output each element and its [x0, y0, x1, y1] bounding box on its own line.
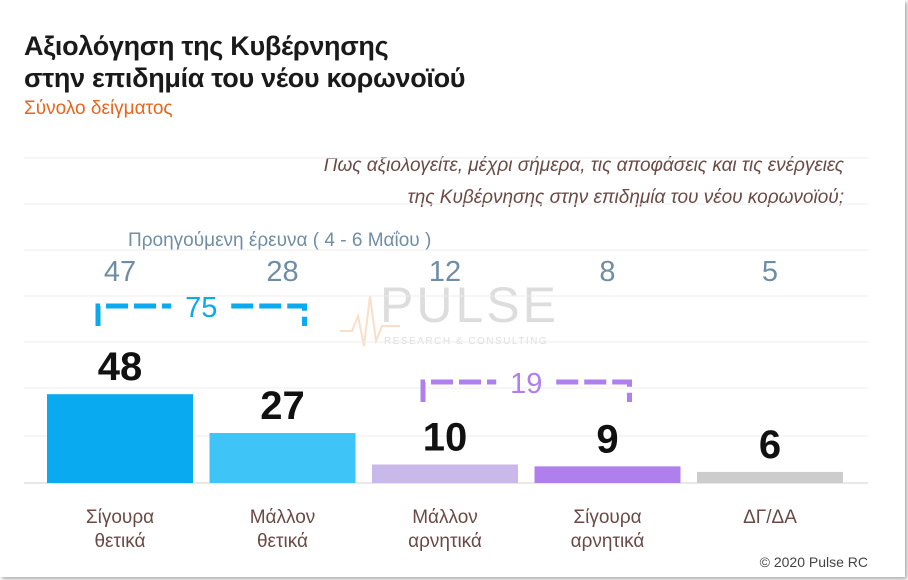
survey-question-line-2: της Κυβέρνησης στην επιδημία του νέου κο… — [407, 187, 844, 208]
bar — [209, 433, 356, 483]
category-label: θετικά — [94, 531, 145, 552]
category-label: Μάλλον — [250, 507, 316, 528]
category-label: ΔΓ/ΔΑ — [743, 507, 797, 528]
survey-question: Πως αξιολογείτε, μέχρι σήμερα, τις αποφά… — [224, 150, 844, 214]
category-label: αρνητικά — [571, 531, 645, 552]
chart-title-line-1: Αξιολόγηση της Κυβέρνησης — [24, 31, 389, 61]
bar-value-label: 9 — [596, 417, 618, 461]
group-bracket — [420, 379, 632, 402]
group-bracket — [95, 303, 307, 326]
chart-title-line-2: στην επιδημία του νέου κορωνοϊού — [24, 63, 466, 93]
bar-value-label: 10 — [423, 416, 468, 460]
category-label: θετικά — [257, 531, 308, 552]
category-label: Σίγουρα — [86, 507, 154, 528]
bar-value-label: 48 — [98, 345, 143, 389]
bar-value-label: 27 — [260, 384, 305, 428]
survey-question-line-1: Πως αξιολογείτε, μέχρι σήμερα, τις αποφά… — [323, 155, 844, 176]
chart-subtitle: Σύνολο δείγματος — [24, 98, 173, 119]
bar — [534, 466, 681, 483]
previous-value-label: 28 — [266, 256, 298, 288]
group-total-label: 19 — [510, 368, 542, 400]
category-label: αρνητικά — [408, 531, 482, 552]
category-label: Μάλλον — [412, 507, 478, 528]
copyright-notice: © 2020 Pulse RC — [759, 554, 868, 570]
watermark-brand: PULSE — [380, 277, 559, 333]
group-total-label: 75 — [185, 292, 217, 324]
bar — [47, 394, 193, 483]
pulse-wave-icon — [340, 295, 400, 347]
previous-survey-label: Προηγούμενη έρευνα ( 4 - 6 Μαΐου ) — [128, 230, 432, 251]
category-label: Σίγουρα — [573, 507, 641, 528]
chart-title: Αξιολόγηση της Κυβέρνησης στην επιδημία … — [24, 30, 466, 94]
previous-value-label: 12 — [429, 256, 461, 288]
bar — [697, 471, 843, 483]
bar — [372, 464, 518, 483]
bar-value-label: 6 — [759, 423, 781, 467]
previous-value-label: 47 — [104, 256, 136, 288]
previous-value-label: 5 — [762, 256, 778, 288]
previous-value-label: 8 — [599, 256, 615, 288]
